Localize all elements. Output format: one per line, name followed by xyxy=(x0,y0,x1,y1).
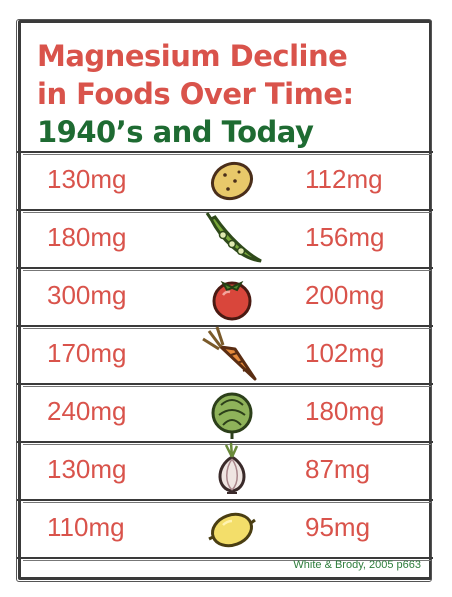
table-row: 170mg 102mg xyxy=(21,325,429,383)
value-today: 180mg xyxy=(305,396,385,426)
table-row: 130mg 112mg xyxy=(21,151,429,209)
lemon-icon xyxy=(201,499,263,557)
value-1940: 180mg xyxy=(47,222,127,252)
table-row: 130mg 87mg xyxy=(21,441,429,499)
carrot-icon xyxy=(201,325,263,383)
value-today: 102mg xyxy=(305,338,385,368)
value-1940: 130mg xyxy=(47,164,127,194)
row-separator xyxy=(17,499,433,503)
value-today: 112mg xyxy=(305,164,383,194)
tomato-icon xyxy=(201,267,263,325)
source-citation: White & Brody, 2005 p663 xyxy=(293,559,421,571)
value-today: 95mg xyxy=(305,512,371,542)
potato-icon xyxy=(201,151,263,209)
title-line-3: 1940’s and Today xyxy=(37,115,314,149)
chart-title: Magnesium Decline in Foods Over Time: 19… xyxy=(37,37,417,151)
row-separator xyxy=(17,267,433,271)
row-separator xyxy=(17,151,433,155)
row-separator xyxy=(17,383,433,387)
value-today: 200mg xyxy=(305,280,385,310)
row-separator xyxy=(17,325,433,329)
value-1940: 110mg xyxy=(47,512,125,542)
value-today: 87mg xyxy=(305,454,371,484)
pea-pod-icon xyxy=(201,209,263,267)
value-1940: 240mg xyxy=(47,396,127,426)
artichoke-icon xyxy=(201,383,263,441)
value-1940: 170mg xyxy=(47,338,127,368)
value-today: 156mg xyxy=(305,222,385,252)
table-row: 240mg 180mg xyxy=(21,383,429,441)
title-line-1: Magnesium Decline xyxy=(37,39,348,73)
value-1940: 300mg xyxy=(47,280,127,310)
row-separator xyxy=(17,209,433,213)
row-separator xyxy=(17,441,433,445)
table-row: 110mg 95mg xyxy=(21,499,429,557)
onion-icon xyxy=(201,441,263,499)
value-1940: 130mg xyxy=(47,454,127,484)
infographic-card: Magnesium Decline in Foods Over Time: 19… xyxy=(16,19,433,582)
table-row: 180mg 156mg xyxy=(21,209,429,267)
table-row: 300mg 200mg xyxy=(21,267,429,325)
title-line-2: in Foods Over Time: xyxy=(37,77,354,111)
row-separator xyxy=(17,557,433,561)
